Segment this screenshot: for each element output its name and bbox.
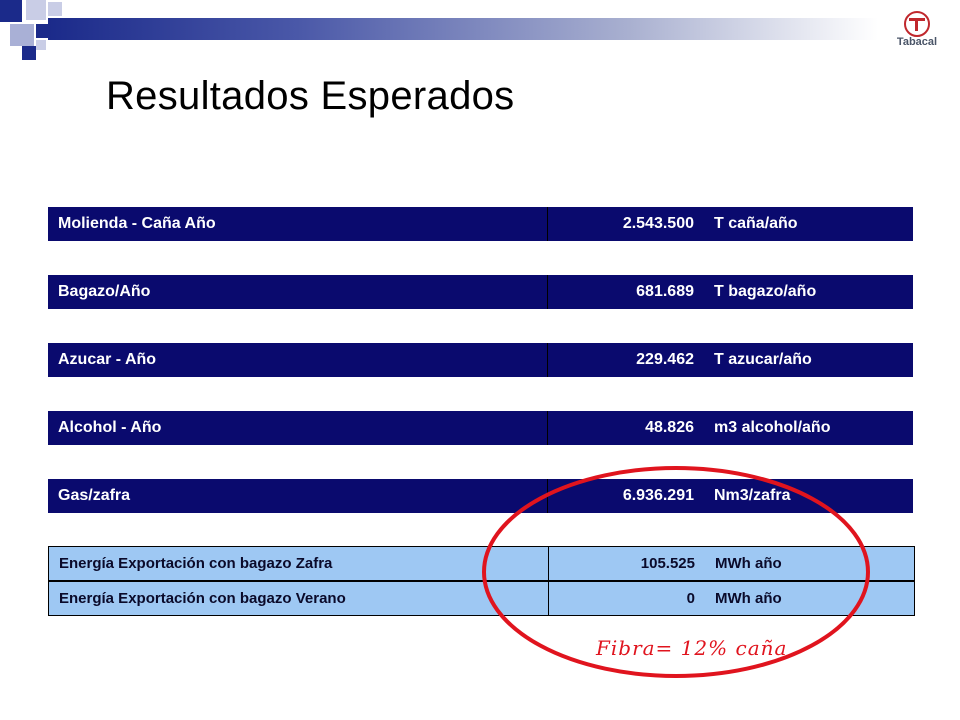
table-row: Azucar - Año 229.462 T azucar/año bbox=[48, 343, 913, 377]
row-value: 0 bbox=[686, 590, 695, 607]
row-value: 2.543.500 bbox=[622, 215, 694, 232]
row-label: Bagazo/Año bbox=[48, 275, 548, 309]
decor-square-4 bbox=[10, 24, 34, 46]
energy-table: Energía Exportación con bagazo Zafra 105… bbox=[48, 546, 915, 616]
row-label: Energía Exportación con bagazo Verano bbox=[49, 582, 549, 615]
company-logo: Tabacal bbox=[882, 10, 952, 54]
row-value: 229.462 bbox=[636, 351, 694, 368]
row-label: Molienda - Caña Año bbox=[48, 207, 548, 241]
table-row: Molienda - Caña Año 2.543.500 T caña/año bbox=[48, 207, 913, 241]
page-title: Resultados Esperados bbox=[106, 74, 515, 118]
table-row: Energía Exportación con bagazo Verano 0 … bbox=[49, 581, 914, 615]
table-row: Bagazo/Año 681.689 T bagazo/año bbox=[48, 275, 913, 309]
row-value: 48.826 bbox=[645, 419, 694, 436]
row-label: Energía Exportación con bagazo Zafra bbox=[49, 547, 549, 580]
row-value: 105.525 bbox=[640, 555, 695, 572]
decor-square-1 bbox=[0, 0, 22, 22]
decor-square-5 bbox=[36, 24, 48, 38]
top-gradient-bar bbox=[48, 18, 878, 40]
fiber-annotation: Fibra= 12% caña bbox=[596, 636, 788, 660]
decor-square-7 bbox=[36, 40, 46, 50]
logo-emblem-icon bbox=[904, 11, 930, 37]
row-label: Gas/zafra bbox=[48, 479, 548, 513]
logo-text: Tabacal bbox=[896, 36, 938, 48]
row-label: Alcohol - Año bbox=[48, 411, 548, 445]
row-value: 6.936.291 bbox=[622, 487, 694, 504]
highlight-ellipse bbox=[482, 466, 870, 678]
decor-square-6 bbox=[22, 46, 36, 60]
row-unit: m3 alcohol/año bbox=[714, 419, 831, 436]
row-unit: T bagazo/año bbox=[714, 283, 817, 300]
row-unit: MWh año bbox=[715, 590, 782, 607]
row-value: 681.689 bbox=[636, 283, 694, 300]
decor-square-3 bbox=[48, 2, 62, 16]
row-unit: T azucar/año bbox=[714, 351, 812, 368]
table-row: Gas/zafra 6.936.291 Nm3/zafra bbox=[48, 479, 913, 513]
row-unit: T caña/año bbox=[714, 215, 798, 232]
table-row: Alcohol - Año 48.826 m3 alcohol/año bbox=[48, 411, 913, 445]
row-label: Azucar - Año bbox=[48, 343, 548, 377]
table-row: Energía Exportación con bagazo Zafra 105… bbox=[49, 547, 914, 581]
row-unit: MWh año bbox=[715, 555, 782, 572]
row-unit: Nm3/zafra bbox=[714, 487, 791, 504]
decor-square-2 bbox=[26, 0, 46, 20]
